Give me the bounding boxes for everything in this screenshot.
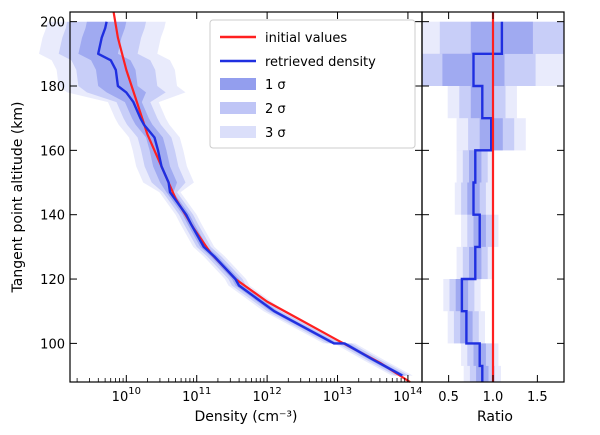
left-uncertainty-bands [39,21,413,376]
right-series-lines [460,12,504,382]
band-3-sigma [39,21,413,376]
ratio-step-line [460,21,504,382]
right-x-axis-label: Ratio [477,409,513,425]
right-x-tick-label-1: 1.0 [483,390,504,405]
legend-label-retrieved-density: retrieved density [265,55,376,70]
y-tick-label-1: 120 [40,273,65,288]
ratio-band-2-sigma-10 [422,53,536,86]
right-x-tick-label-0: 0.5 [438,390,459,405]
left-series-lines [96,11,411,383]
legend-label-3-sigma: 3 σ [265,126,286,141]
legend-label-2-sigma: 2 σ [265,102,286,117]
left-x-tick-label-3: 1013 [323,386,352,405]
left-x-tick-label-1: 1011 [182,386,211,405]
y-tick-label-2: 140 [40,209,65,224]
legend-box [209,19,416,149]
legend-swatch-3-sigma [220,126,256,138]
y-tick-label-0: 100 [40,337,65,352]
legend-swatch-1-sigma [220,78,256,90]
y-axis-label: Tangent point altitude (km) [10,102,26,294]
left-x-tick-label-0: 1010 [112,386,141,405]
legend-swatch-2-sigma [220,102,256,114]
left-x-tick-label-4: 1014 [393,386,422,405]
y-tick-label-5: 200 [40,16,65,31]
left-x-axis-label: Density (cm⁻³) [195,409,298,425]
y-tick-label-4: 180 [40,80,65,95]
left-axes: 1010 1011 1012 1013 1014 100 120 140 160 180 200 [40,12,423,405]
legend-label-1-sigma: 1 σ [265,78,286,93]
band-1-sigma [78,21,406,376]
legend-label-initial-values: initial values [265,31,347,46]
left-x-tick-label-2: 1012 [252,386,281,405]
right-axes: 0.5 1.0 1.5 [422,12,564,405]
band-2-sigma [58,21,410,376]
legend: initial values retrieved density 1 σ 2 σ… [209,19,416,149]
retrieved-density-line [96,21,403,377]
y-tick-label-3: 160 [40,144,65,159]
right-x-tick-label-2: 1.5 [527,390,548,405]
